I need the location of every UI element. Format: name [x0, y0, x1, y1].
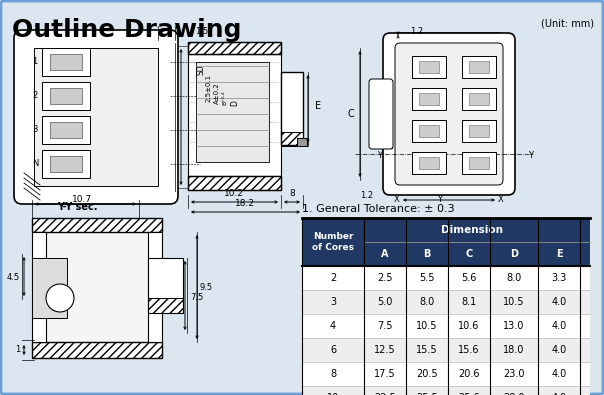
Bar [462, 120, 496, 142]
Text: 23.0: 23.0 [503, 369, 525, 379]
Text: 1. General Tolerance: ± 0.3: 1. General Tolerance: ± 0.3 [302, 204, 455, 214]
Text: 10.7: 10.7 [72, 195, 92, 204]
Bar [302, 386, 590, 395]
Text: 8.1: 8.1 [461, 297, 477, 307]
Bar [412, 152, 446, 174]
Bar [46, 232, 148, 342]
Bar [148, 298, 183, 313]
Text: B⁺⁰⋅⁴: B⁺⁰⋅⁴ [222, 91, 227, 105]
Text: 2: 2 [33, 92, 37, 100]
Text: 6: 6 [330, 345, 336, 355]
FancyBboxPatch shape [383, 33, 515, 195]
Text: 4.0: 4.0 [551, 297, 567, 307]
Text: Y: Y [528, 152, 533, 160]
Bar [419, 157, 439, 169]
Text: Number
of Cores: Number of Cores [312, 232, 354, 252]
Text: 8: 8 [330, 369, 336, 379]
Text: E: E [315, 101, 321, 111]
Text: 3: 3 [32, 126, 37, 135]
Text: 8.0: 8.0 [419, 297, 435, 307]
Bar [469, 125, 489, 137]
Text: 4: 4 [330, 321, 336, 331]
Text: 4.0: 4.0 [551, 369, 567, 379]
Text: 2.5: 2.5 [378, 273, 393, 283]
Text: Y: Y [437, 196, 443, 205]
Text: N: N [32, 160, 38, 169]
Text: 5.0: 5.0 [378, 297, 393, 307]
Bar [50, 88, 82, 104]
Text: 9.5: 9.5 [200, 284, 213, 293]
Text: 2: 2 [330, 273, 336, 283]
Text: 8.0: 8.0 [506, 273, 522, 283]
Text: X: X [498, 196, 504, 205]
Text: 25.6: 25.6 [458, 393, 480, 395]
FancyBboxPatch shape [369, 79, 393, 149]
Bar [297, 138, 307, 146]
Bar [412, 56, 446, 78]
Bar [148, 232, 162, 342]
Bar [188, 176, 281, 190]
Text: Outline Drawing: Outline Drawing [12, 18, 242, 42]
Text: 7.5: 7.5 [190, 293, 204, 303]
Text: A: A [381, 249, 389, 259]
Bar [469, 61, 489, 73]
Text: 5.5: 5.5 [419, 273, 435, 283]
Text: 3.3: 3.3 [551, 273, 567, 283]
Text: C: C [465, 249, 472, 259]
Text: Dimension: Dimension [441, 225, 503, 235]
Text: 22.5: 22.5 [374, 393, 396, 395]
Bar [419, 61, 439, 73]
Text: 4.0: 4.0 [551, 321, 567, 331]
Text: 1: 1 [33, 58, 37, 66]
Text: D: D [510, 249, 518, 259]
Circle shape [46, 284, 74, 312]
Text: (Unit: mm): (Unit: mm) [541, 18, 594, 28]
Text: C: C [347, 109, 354, 119]
Text: 10.5: 10.5 [416, 321, 438, 331]
Bar [419, 93, 439, 105]
Bar [462, 152, 496, 174]
Text: 1.2: 1.2 [360, 192, 373, 201]
Bar [42, 116, 90, 144]
Text: 13.0: 13.0 [503, 321, 525, 331]
Bar [302, 338, 590, 362]
Bar [32, 218, 162, 232]
Bar [50, 156, 82, 172]
Text: 12.5: 12.5 [374, 345, 396, 355]
Text: A±0.2: A±0.2 [214, 82, 220, 104]
Text: D: D [230, 100, 239, 106]
Text: 1.5: 1.5 [195, 28, 208, 36]
Text: 17.5: 17.5 [374, 369, 396, 379]
Bar [32, 342, 162, 358]
Bar [188, 54, 281, 176]
Text: 4.0: 4.0 [551, 345, 567, 355]
Text: 4.5: 4.5 [7, 273, 20, 282]
Bar [32, 232, 46, 342]
Text: 20.6: 20.6 [458, 369, 480, 379]
Bar [302, 290, 590, 314]
Text: 2.5±0.1: 2.5±0.1 [206, 74, 212, 102]
Bar [469, 157, 489, 169]
Text: 10.5: 10.5 [503, 297, 525, 307]
Bar [50, 54, 82, 70]
Text: 3: 3 [330, 297, 336, 307]
Text: E: E [556, 249, 562, 259]
Bar [42, 82, 90, 110]
Bar [302, 266, 590, 290]
Text: B: B [423, 249, 431, 259]
Text: Y-Y sec.: Y-Y sec. [57, 202, 97, 212]
Text: 20.5: 20.5 [416, 369, 438, 379]
Bar [188, 42, 281, 54]
Text: SD: SD [196, 65, 205, 75]
Text: 5.6: 5.6 [461, 273, 477, 283]
Bar [302, 314, 590, 338]
Text: 15.5: 15.5 [416, 345, 438, 355]
Text: 15.6: 15.6 [458, 345, 480, 355]
Bar [50, 122, 82, 138]
Text: 10: 10 [327, 393, 339, 395]
Bar [188, 176, 281, 190]
Text: 18.2: 18.2 [235, 199, 255, 208]
Bar [32, 258, 67, 318]
Bar [42, 150, 90, 178]
